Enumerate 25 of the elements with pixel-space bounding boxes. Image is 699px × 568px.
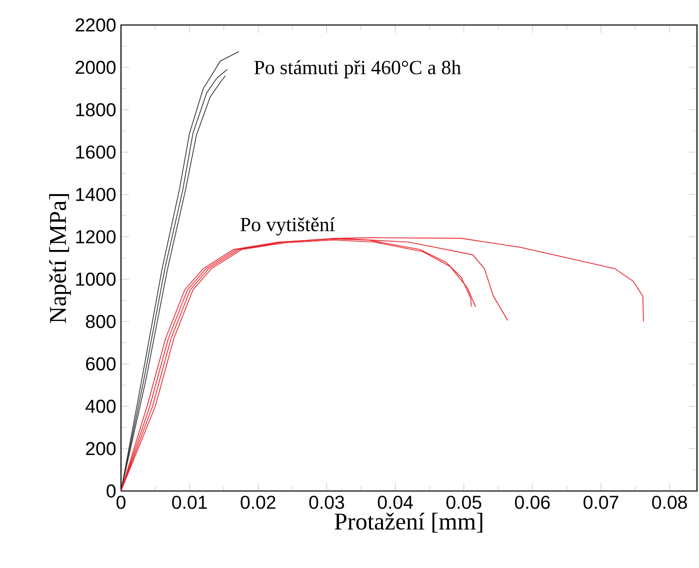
y-tick-label: 2200	[76, 18, 116, 32]
y-tick-label: 0	[106, 484, 116, 498]
annotation: Po stámuti při 460°C a 8h	[254, 60, 461, 78]
y-tick-label: 800	[86, 314, 116, 328]
y-tick-label: 1400	[76, 188, 116, 202]
y-tick-label: 600	[86, 357, 116, 371]
x-tick-label: 0.07	[584, 496, 618, 509]
x-tick-label: 0.05	[446, 496, 482, 509]
x-axis-title: Protažení [mm]	[334, 512, 482, 533]
x-tick-label: 0.06	[515, 496, 550, 509]
y-axis-title: Napětí [MPa]	[49, 194, 71, 323]
y-tick-label: 2000	[76, 60, 116, 74]
y-tick-label: 200	[86, 442, 116, 456]
x-tick-label: 0.03	[309, 496, 344, 509]
x-tick-label: 0.04	[378, 496, 413, 509]
x-tick-label: 0.01	[172, 496, 207, 509]
x-tick-label: 0.02	[240, 496, 276, 509]
x-tick-label: 0.08	[652, 496, 687, 509]
y-tick-label: 1200	[76, 230, 116, 244]
y-tick-label: 1600	[76, 145, 116, 159]
x-tick-label: 0	[116, 496, 126, 509]
y-tick-label: 400	[86, 400, 116, 413]
y-tick-label: 1000	[76, 272, 116, 286]
y-tick-label: 1800	[76, 103, 116, 116]
annotation: Po vytištění	[240, 217, 335, 236]
